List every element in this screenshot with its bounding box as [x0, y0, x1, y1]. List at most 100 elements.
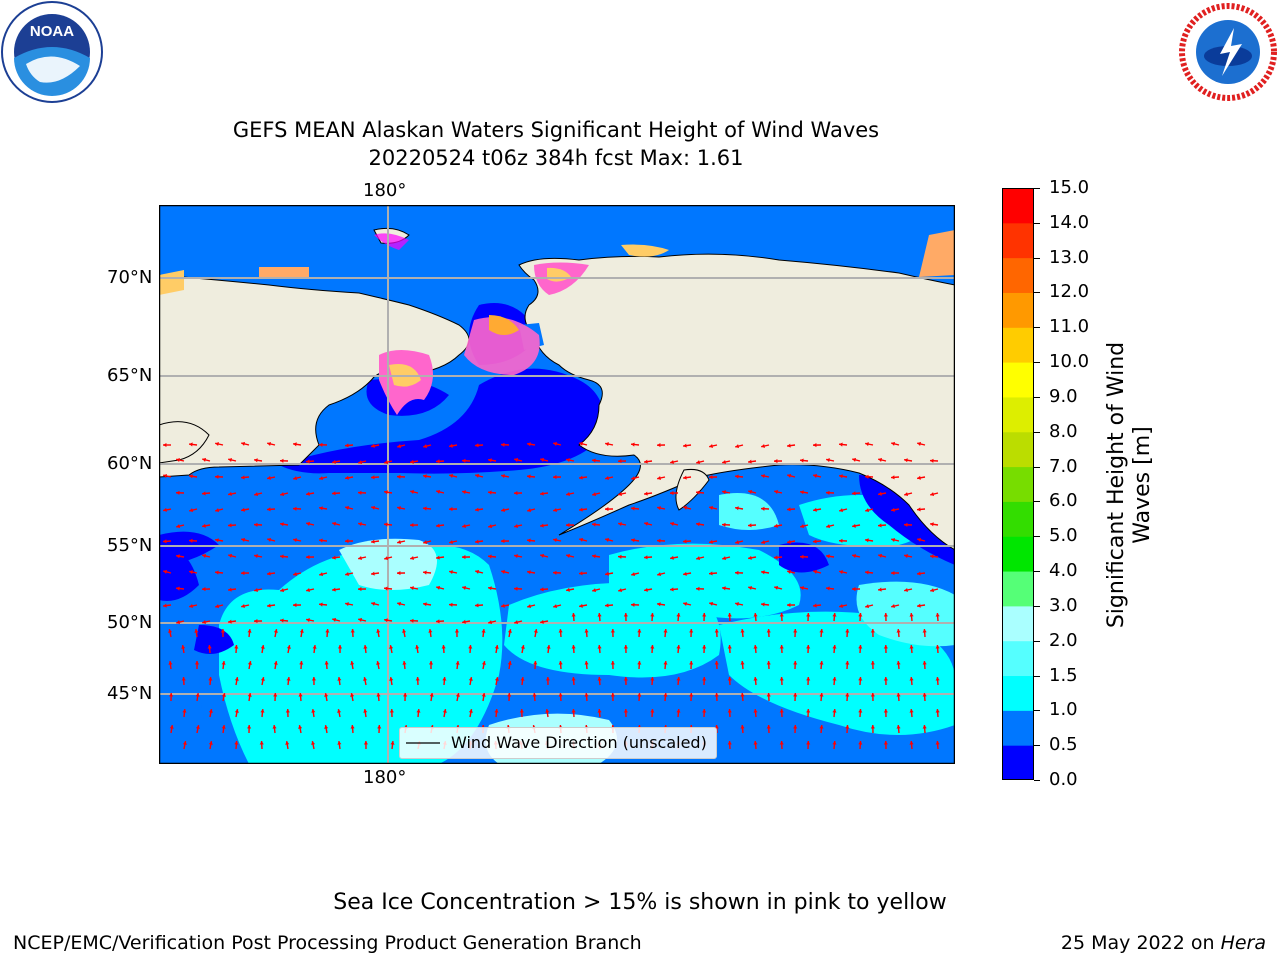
wave-arrow-head: [293, 571, 297, 577]
wave-arrow-head: [280, 618, 284, 623]
wave-arrow-head: [753, 709, 758, 713]
wave-arrow-head: [228, 587, 232, 592]
wave-arrow-head: [753, 645, 758, 649]
wave-arrow-head: [337, 645, 343, 649]
wave-arrow-head: [806, 709, 811, 713]
wave-arrow-head: [358, 460, 363, 465]
wave-arrow-head: [345, 602, 349, 607]
wave-arrow-head: [428, 629, 433, 633]
colorbar-tick-label: 1.5: [1049, 664, 1078, 686]
wave-arrow-head: [254, 554, 258, 559]
noaa-logo-text: NOAA: [30, 23, 74, 40]
wave-arrow-head: [241, 571, 245, 576]
wave-arrow-head: [514, 586, 518, 591]
wave-arrow-head: [774, 555, 778, 560]
wave-arrow-head: [410, 618, 414, 623]
wave-arrow-head: [293, 538, 297, 543]
wave-arrow-head: [865, 538, 869, 543]
wave-arrow-head: [319, 506, 323, 511]
wave-arrow-head: [481, 629, 486, 633]
colorbar-tick-mark: [1034, 780, 1040, 781]
colorbar-tick-label: 15.0: [1049, 177, 1090, 198]
wave-arrow-head: [168, 629, 173, 633]
wave-arrow-head: [455, 693, 460, 697]
wave-arrow-head: [540, 523, 544, 528]
wave-arrow-head: [202, 619, 206, 625]
wave-arrow-head: [904, 587, 908, 592]
footer-left: NCEP/EMC/Verification Post Processing Pr…: [13, 932, 642, 954]
wave-arrow-head: [507, 661, 512, 665]
wave-arrow-head: [423, 474, 427, 479]
wave-arrow-head: [761, 570, 765, 575]
wave-arrow-head: [883, 709, 888, 713]
wave-arrow-head: [813, 473, 818, 478]
wave-arrow-head: [858, 709, 863, 713]
colorbar-tick-mark: [1034, 466, 1040, 468]
wave-arrow-head: [891, 441, 896, 446]
wave-arrow-head: [896, 725, 901, 729]
colorbar-tick-label: 10.0: [1049, 351, 1090, 373]
wave-arrow-head: [202, 553, 207, 558]
wave-arrow-head: [748, 585, 753, 590]
wave-arrow-head: [319, 476, 324, 481]
chart-subtitle: 20220524 t06z 384h fcst Max: 1.61: [368, 146, 744, 170]
wave-arrow-head: [623, 677, 628, 681]
wave-arrow-head: [696, 556, 701, 561]
wave-arrow-head: [241, 475, 245, 480]
wave-arrow-head: [481, 693, 486, 697]
wave-arrow-head: [389, 645, 394, 649]
wave-arrow-head: [761, 474, 765, 479]
wave-arrow-head: [241, 441, 246, 446]
wave-arrow-head: [507, 693, 512, 697]
wave-arrow-head: [163, 603, 167, 608]
wave-arrow-head: [384, 556, 389, 561]
wave-arrow-head: [410, 555, 414, 561]
colorbar-segment: [1002, 536, 1034, 572]
wave-arrow-head: [228, 553, 233, 558]
wave-arrow-head: [832, 645, 837, 649]
wave-arrow-head: [363, 645, 368, 649]
colorbar-tick-mark: [1034, 396, 1040, 398]
wave-arrow-head: [325, 629, 330, 633]
wave-arrow-head: [735, 506, 739, 511]
wave-arrow-head: [540, 491, 544, 496]
wave-arrow-head: [579, 507, 583, 512]
wave-arrow-head: [169, 725, 174, 729]
wave-arrow-head: [410, 523, 414, 528]
wave-arrow-head: [324, 661, 329, 665]
wave-arrow-head: [813, 603, 817, 608]
wave-arrow-head: [806, 645, 811, 649]
wave-arrow-head: [819, 629, 824, 633]
wave-arrow-head: [527, 538, 531, 543]
wave-arrow-head: [592, 492, 597, 497]
lat-label-55: 55°N: [107, 535, 153, 556]
wave-arrow-head: [423, 506, 427, 511]
wave-arrow-head: [637, 693, 642, 697]
wave-arrow-head: [571, 709, 576, 713]
legend-label: Wind Wave Direction (unscaled): [451, 733, 707, 752]
wave-arrow-head: [702, 613, 707, 617]
wave-arrow-head: [702, 709, 707, 713]
colorbar-tick-mark: [1034, 675, 1040, 677]
wave-arrow-head: [935, 709, 940, 713]
noaa-logo: NOAA: [0, 0, 104, 104]
wave-arrow-head: [163, 442, 167, 448]
wave-arrow-head: [221, 693, 226, 697]
wave-arrow-head: [618, 491, 622, 497]
wave-arrow-head: [312, 645, 317, 649]
wave-arrow-head: [579, 537, 584, 542]
wave-arrow-head: [761, 443, 765, 449]
wave-arrow-head: [358, 555, 362, 561]
wave-arrow-head: [878, 457, 883, 462]
wave-arrow-head: [618, 588, 623, 593]
wave-arrow-head: [319, 602, 323, 607]
wave-arrow-head: [363, 741, 369, 745]
wave-arrow-head: [709, 601, 714, 606]
wave-arrow-head: [527, 442, 531, 447]
wave-arrow-head: [488, 524, 493, 529]
wave-arrow-head: [870, 725, 875, 729]
wave-arrow-head: [852, 523, 856, 528]
wave-arrow-head: [748, 489, 753, 494]
wave-arrow-head: [774, 585, 779, 590]
wave-arrow-head: [779, 613, 784, 617]
